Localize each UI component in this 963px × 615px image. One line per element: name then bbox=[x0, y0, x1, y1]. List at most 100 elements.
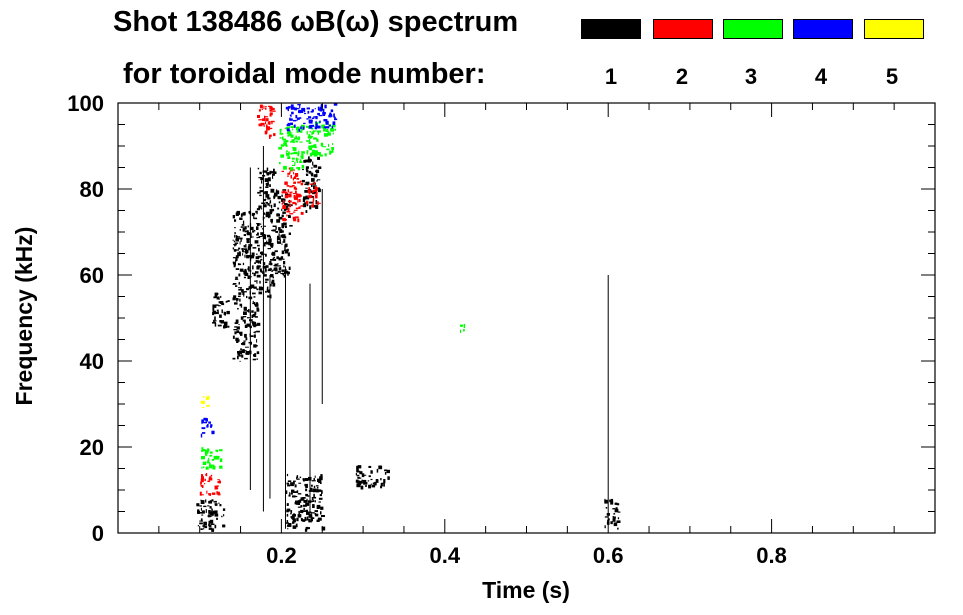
spectrum-pixel bbox=[311, 183, 313, 187]
spectrum-pixel bbox=[617, 527, 619, 530]
spectrum-pixel bbox=[296, 117, 300, 120]
spectrum-pixel bbox=[256, 303, 259, 307]
spectrum-pixel bbox=[239, 360, 241, 362]
spectrum-pixel bbox=[263, 253, 267, 255]
spectrum-pixel bbox=[203, 417, 207, 421]
spectrum-pixel bbox=[260, 232, 265, 236]
spectrum-pixel bbox=[315, 120, 317, 124]
spectrum-pixel bbox=[220, 295, 222, 298]
spectrum-pixel bbox=[218, 502, 220, 504]
spectrum-pixel bbox=[291, 157, 295, 160]
spectrum-pixel bbox=[199, 491, 202, 496]
spectrum-pixel bbox=[281, 223, 284, 228]
spectrum-pixel bbox=[254, 217, 258, 220]
spectrum-pixel bbox=[221, 309, 223, 314]
spectrum-pixel bbox=[266, 286, 269, 290]
spectrum-pixel bbox=[287, 252, 290, 257]
spectrum-pixel bbox=[306, 173, 308, 176]
spectrum-pixel bbox=[280, 154, 284, 158]
spectrum-pixel bbox=[383, 479, 386, 483]
spectrum-pixel bbox=[322, 146, 326, 148]
spectrum-pixel bbox=[233, 329, 238, 331]
spectrum-pixel bbox=[254, 311, 257, 315]
spectrum-pixel bbox=[292, 525, 297, 529]
spectrum-pixel bbox=[386, 469, 390, 474]
spectrum-pixel bbox=[240, 333, 243, 336]
spectrum-pixel bbox=[267, 269, 271, 272]
spectrum-pixel bbox=[316, 201, 319, 205]
spectrum-pixel bbox=[330, 130, 334, 132]
spectrum-pixel bbox=[266, 167, 269, 171]
spectrum-pixel bbox=[297, 181, 301, 184]
spectrum-pixel bbox=[617, 517, 620, 520]
spectrum-pixel bbox=[252, 272, 254, 275]
spectrum-pixel bbox=[316, 180, 318, 182]
spectrum-pixel bbox=[245, 244, 247, 248]
spectrum-pixel bbox=[246, 323, 251, 327]
spectrum-pixel bbox=[370, 483, 373, 485]
spectrum-pixel bbox=[247, 248, 250, 251]
spectrum-pixel bbox=[201, 510, 205, 514]
spectrum-pixel bbox=[287, 189, 289, 193]
spectrum-pixel bbox=[272, 276, 274, 279]
spectrum-pixel bbox=[238, 289, 241, 291]
spectrum-pixel bbox=[255, 256, 260, 260]
spectrum-pixel bbox=[300, 211, 304, 215]
spectrum-pixel bbox=[294, 173, 299, 177]
spectrum-blob-mode-1 bbox=[196, 499, 226, 532]
spectrum-pixel bbox=[259, 104, 263, 109]
spectrum-pixel bbox=[356, 465, 359, 470]
spectrum-pixel bbox=[312, 504, 315, 508]
spectrum-pixel bbox=[295, 126, 298, 131]
spectrum-pixel bbox=[246, 295, 248, 299]
spectrum-pixel bbox=[323, 133, 328, 137]
spectrum-pixel bbox=[234, 302, 238, 305]
spectrum-pixel bbox=[317, 188, 321, 193]
spectrum-pixel bbox=[309, 124, 312, 129]
spectrum-pixel bbox=[260, 268, 262, 273]
spectrum-pixel bbox=[254, 229, 256, 232]
spectrum-pixel bbox=[242, 212, 246, 216]
spectrum-pixel bbox=[315, 200, 317, 205]
spectrum-pixel bbox=[372, 482, 375, 485]
spectrum-pixel bbox=[216, 309, 219, 312]
spectrum-pixel bbox=[330, 127, 334, 132]
spectrum-pixel bbox=[310, 512, 315, 514]
spectrum-pixel bbox=[202, 407, 205, 408]
spectrum-pixel bbox=[290, 104, 294, 108]
spectrum-pixel bbox=[200, 518, 203, 522]
spectrum-pixel bbox=[243, 245, 246, 248]
spectrum-pixel bbox=[293, 151, 298, 155]
spectrum-pixel bbox=[321, 490, 323, 494]
legend-swatch-mode-2 bbox=[653, 19, 713, 39]
spectrum-pixel bbox=[289, 114, 292, 116]
spectrum-pixel bbox=[265, 242, 269, 245]
x-tick-label: 0.8 bbox=[756, 543, 787, 568]
spectrum-pixel bbox=[303, 504, 306, 507]
spectrum-pixel bbox=[212, 304, 217, 308]
spectrum-pixel bbox=[203, 466, 205, 469]
spectrum-pixel bbox=[287, 156, 291, 159]
spectrum-pixel bbox=[293, 211, 296, 213]
spectrum-pixel bbox=[296, 129, 299, 133]
spectrum-pixel bbox=[299, 110, 304, 113]
spectrum-pixel bbox=[224, 311, 226, 316]
spectrum-pixel bbox=[225, 300, 228, 303]
spectrum-pixel bbox=[310, 518, 313, 522]
spectrum-pixel bbox=[291, 191, 293, 193]
spectrum-pixel bbox=[219, 465, 223, 469]
spectrum-pixel bbox=[270, 284, 272, 287]
spectrum-pixel bbox=[246, 288, 250, 291]
spectrum-pixel bbox=[297, 493, 302, 495]
spectrum-pixel bbox=[300, 182, 304, 186]
spectrum-pixel bbox=[298, 198, 301, 203]
spectrum-pixel bbox=[247, 275, 250, 279]
spectrum-pixel bbox=[279, 162, 281, 165]
spectrum-pixel bbox=[216, 296, 220, 300]
spectrum-pixel bbox=[264, 242, 266, 246]
spectrum-pixel bbox=[273, 195, 275, 200]
spectrum-pixel bbox=[264, 116, 268, 118]
spectrum-pixel bbox=[257, 167, 260, 170]
spectrum-pixel bbox=[296, 500, 299, 505]
spectrum-pixel bbox=[313, 493, 315, 498]
